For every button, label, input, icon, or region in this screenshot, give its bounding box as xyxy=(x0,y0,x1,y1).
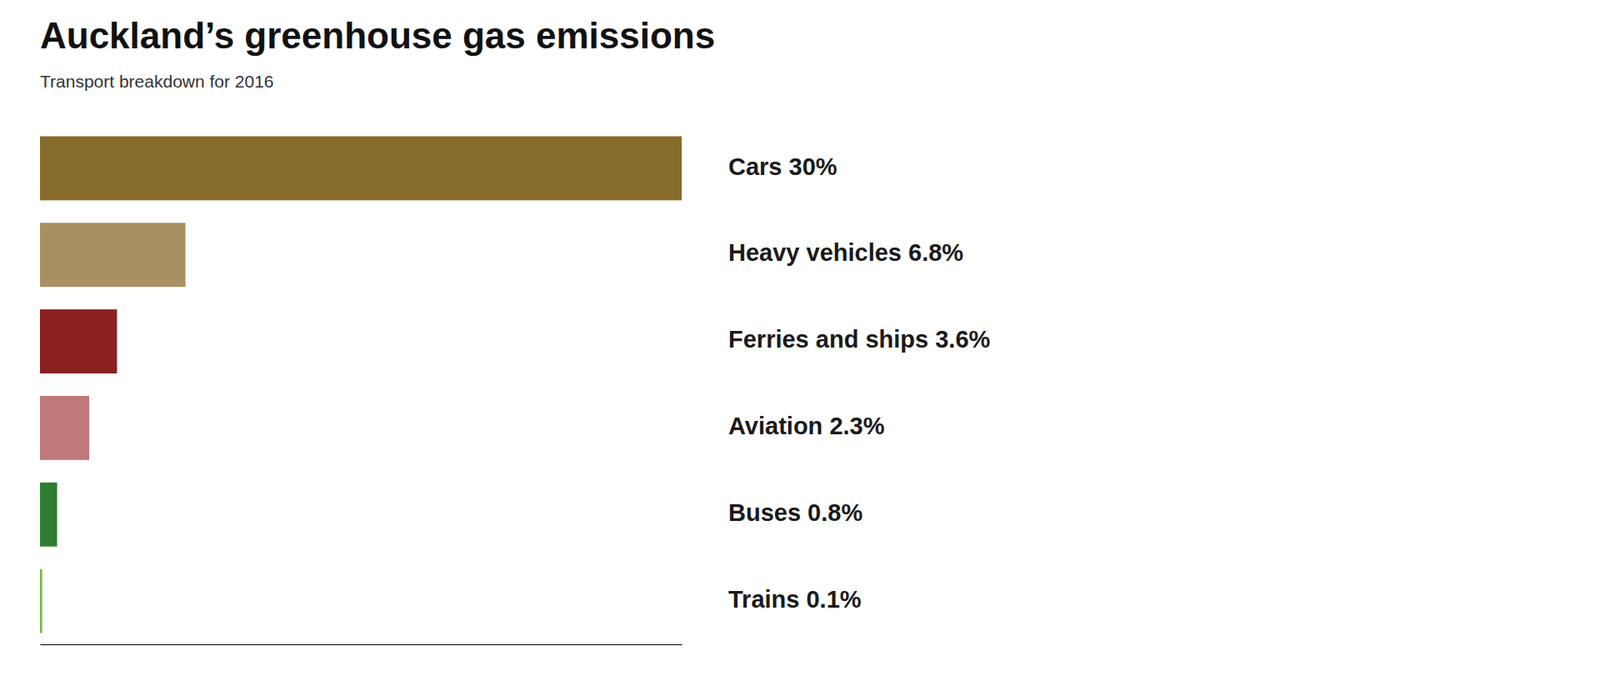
x-axis xyxy=(40,644,683,645)
bar xyxy=(40,395,90,460)
data-labels: Cars 30% Heavy vehicles 6.8% Ferries and s… xyxy=(728,153,991,613)
x-axis-line xyxy=(40,644,683,645)
plot: Cars 30% Heavy vehicles 6.8% Ferries and s… xyxy=(40,135,991,645)
bars xyxy=(40,135,682,633)
data-label: Heavy vehicles 6.8% xyxy=(728,239,964,266)
data-label: Trains 0.1% xyxy=(728,585,862,613)
bar xyxy=(40,222,186,287)
subtitle: Transport breakdown for 2016 xyxy=(40,71,275,91)
data-label: Aviation 2.3% xyxy=(728,412,885,440)
chart: Auckland’s greenhouse gas emissions Trans… xyxy=(0,0,1600,686)
bar xyxy=(40,569,43,634)
bar xyxy=(40,135,682,200)
title: Auckland’s greenhouse gas emissions xyxy=(40,15,715,56)
bar xyxy=(40,309,117,374)
data-label: Buses 0.8% xyxy=(728,499,863,526)
data-label: Ferries and ships 3.6% xyxy=(728,325,991,353)
bar xyxy=(40,482,58,547)
data-label: Cars 30% xyxy=(728,153,838,180)
